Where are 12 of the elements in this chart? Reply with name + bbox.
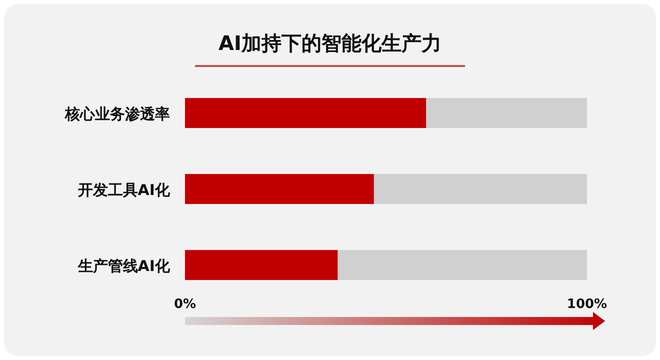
bar: [338, 250, 587, 280]
chart-title: AI加持下的智能化生产力: [218, 31, 442, 55]
bar: [426, 98, 587, 128]
y-tick-label: 生产管线AI化: [76, 257, 171, 275]
bar: [185, 174, 374, 204]
bar: [185, 98, 426, 128]
bar: [374, 174, 587, 204]
x-tick-label: 100%: [566, 297, 608, 312]
y-tick-label: 核心业务渗透率: [64, 105, 170, 123]
y-tick-label: 开发工具AI化: [76, 181, 171, 199]
x-tick-label: 0%: [174, 297, 196, 312]
bar: [185, 250, 338, 280]
